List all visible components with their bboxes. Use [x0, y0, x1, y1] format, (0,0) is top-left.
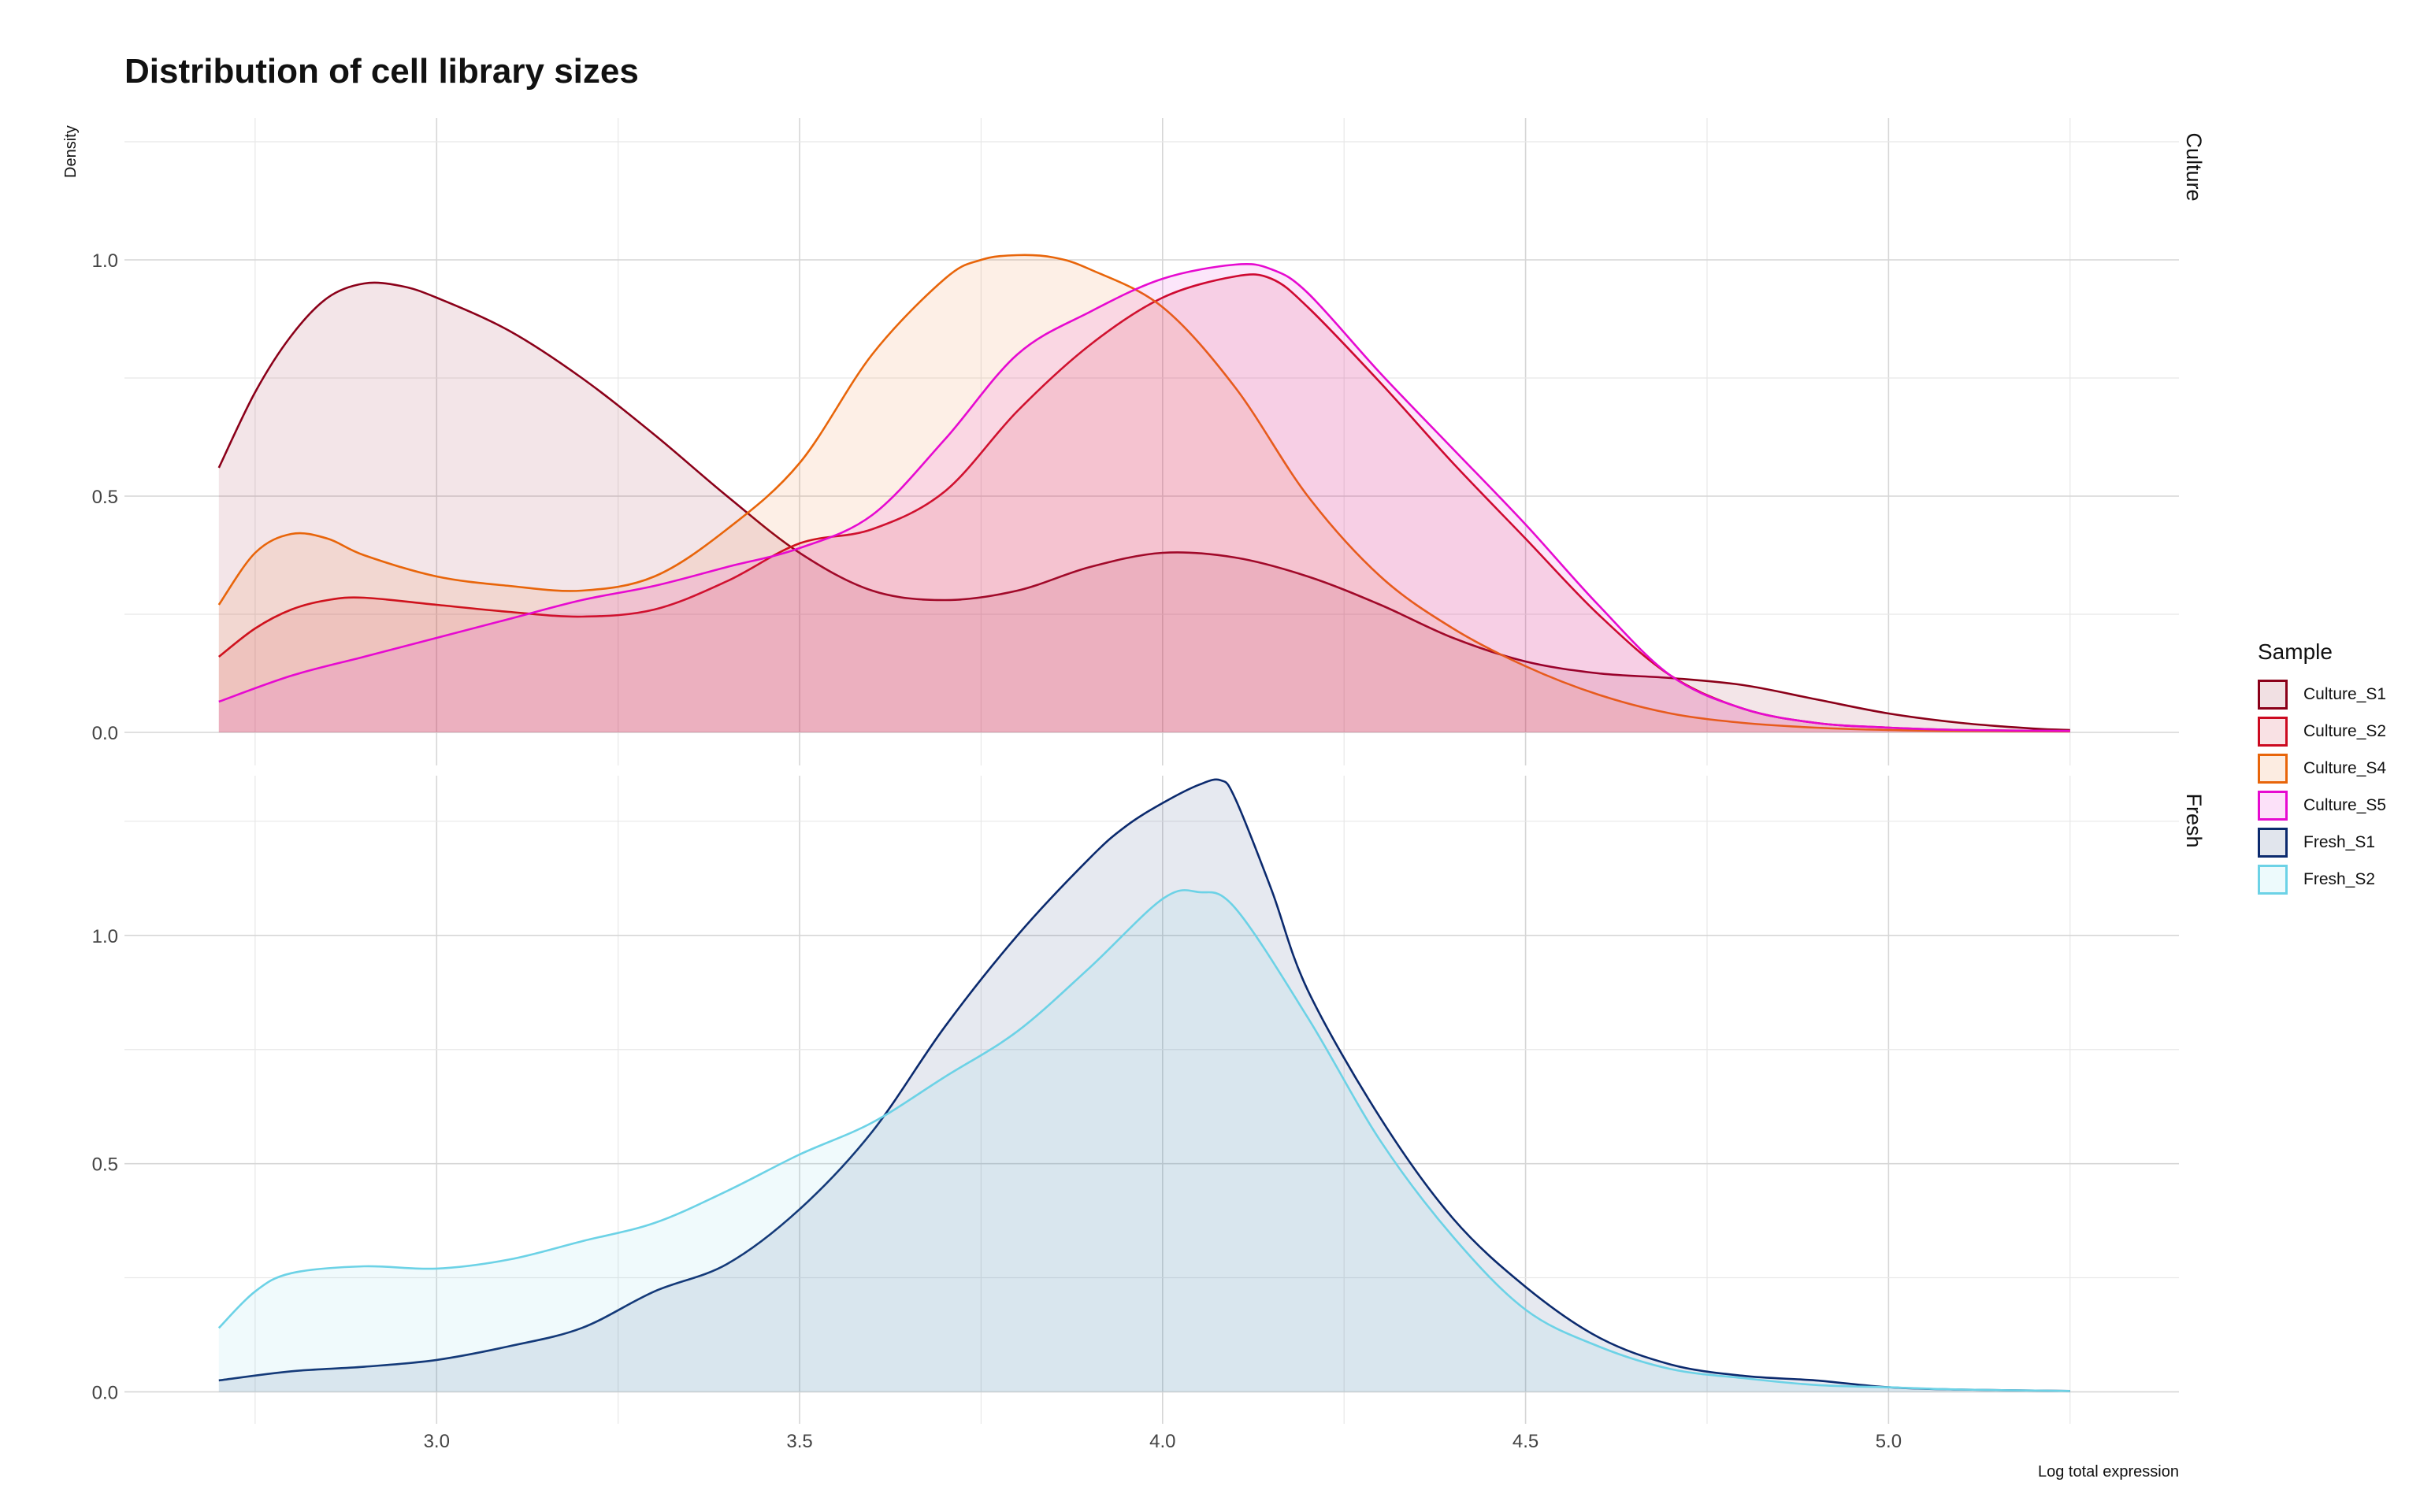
legend-label: Culture_S1 — [2303, 684, 2387, 703]
legend-key — [2258, 790, 2288, 821]
chart-title: Distribution of cell library sizes — [124, 52, 639, 91]
strip-label-culture: Culture — [2182, 132, 2206, 201]
x-axis-title: Log total expression — [2038, 1463, 2179, 1480]
panel-fresh: 0.0 0.5 1.0 — [92, 776, 2179, 1424]
x-tick-label: 4.0 — [1149, 1431, 1175, 1452]
y-tick-label: 1.0 — [92, 250, 118, 272]
legend-item: Culture_S4 — [2258, 750, 2386, 787]
density-line-culture-s1 — [217, 281, 2070, 732]
density-area-culture-s2 — [218, 274, 2070, 732]
legend-item: Fresh_S2 — [2258, 861, 2386, 898]
legend-key — [2258, 716, 2288, 747]
x-tick-label: 5.0 — [1876, 1431, 1902, 1452]
legend-label: Culture_S4 — [2303, 758, 2387, 777]
density-area-culture-s4 — [218, 254, 2070, 733]
density-area-culture-s1 — [218, 282, 2070, 732]
gridlines — [124, 118, 2179, 765]
legend-item: Culture_S5 — [2258, 787, 2386, 824]
legend-item: Culture_S1 — [2258, 676, 2386, 713]
y-axis-title: Density — [62, 125, 80, 178]
legend-label: Fresh_S1 — [2303, 832, 2376, 851]
panel-culture: 0.0 0.5 1.0 — [92, 118, 2179, 765]
y-tick-label: 0.5 — [92, 487, 118, 508]
strip-label-fresh: Fresh — [2182, 793, 2206, 847]
legend-item: Fresh_S1 — [2258, 824, 2386, 861]
y-tick-label: 0.5 — [92, 1154, 118, 1176]
legend-key — [2258, 679, 2288, 710]
legend-key — [2258, 864, 2288, 895]
density-line-culture-s4 — [217, 254, 2070, 733]
density-line-fresh-s1 — [218, 778, 2070, 1392]
density-line-culture-s5 — [218, 262, 2070, 732]
density-line-fresh-s2 — [217, 889, 2070, 1392]
legend: Sample Culture_S1 Culture_S2 Culture_S4 … — [2258, 639, 2386, 898]
y-tick-label: 1.0 — [92, 926, 118, 947]
x-tick-label: 3.5 — [786, 1431, 812, 1452]
legend-label: Culture_S5 — [2303, 795, 2387, 814]
legend-label: Culture_S2 — [2303, 721, 2387, 740]
density-area-fresh-s1 — [218, 779, 2070, 1392]
legend-title: Sample — [2258, 639, 2333, 664]
y-tick-label: 0.0 — [92, 1382, 118, 1403]
gridlines — [124, 776, 2179, 1424]
x-tick-label: 3.0 — [424, 1431, 450, 1452]
density-area-fresh-s2 — [218, 890, 2070, 1392]
x-tick-label: 4.5 — [1512, 1431, 1538, 1452]
legend-key — [2258, 753, 2288, 784]
legend-label: Fresh_S2 — [2303, 869, 2376, 888]
legend-item: Culture_S2 — [2258, 713, 2386, 750]
legend-key — [2258, 827, 2288, 858]
y-tick-label: 0.0 — [92, 723, 118, 744]
